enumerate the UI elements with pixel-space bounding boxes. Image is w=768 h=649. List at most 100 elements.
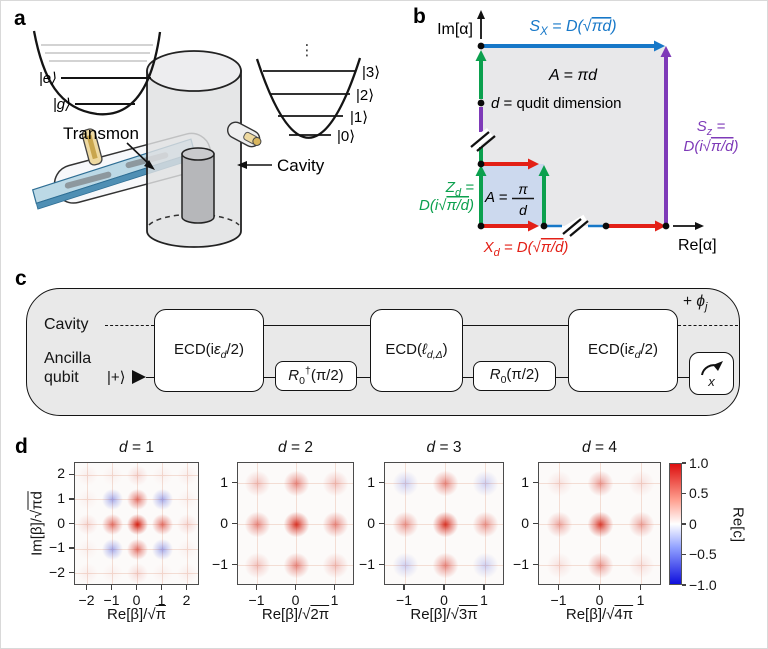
cavity-wire-label: Cavity <box>44 316 89 333</box>
cavity-wire-dashed-right <box>678 325 738 326</box>
x-tick <box>557 585 560 590</box>
gate-ecd-2-label: ECD(iεd/2) <box>588 340 658 361</box>
x-tick-label: −1 <box>396 592 412 608</box>
fock-ellipsis: ⋮ <box>300 42 315 59</box>
y-tick <box>533 481 538 484</box>
gate-ecd-2: ECD(iεd/2) <box>568 309 678 392</box>
y-tick-label: −1 <box>513 555 529 572</box>
qubit-wire <box>146 377 154 378</box>
x-tick <box>110 585 113 590</box>
y-tick-label: −1 <box>359 555 375 572</box>
plot-d4-axes <box>538 462 661 585</box>
char-func-blob <box>280 508 313 541</box>
x-tick <box>443 585 445 590</box>
char-func-blob <box>280 549 313 582</box>
colorbar-tick <box>682 523 686 525</box>
sz-arrowhead <box>660 46 672 57</box>
x-tick-label: 1 <box>330 592 339 608</box>
sz-label-line2: D(i√π/d) <box>684 138 739 155</box>
y-tick <box>232 563 237 566</box>
x-tick-label: −2 <box>78 592 95 608</box>
plot-d4-title: d = 4 <box>582 439 617 456</box>
char-func-blob <box>241 508 274 541</box>
x-tick-label: −1 <box>103 592 120 608</box>
plot-d3-axes <box>384 462 504 585</box>
x-tick-label: 1 <box>157 592 166 608</box>
y-tick <box>69 547 74 549</box>
char-func-blob <box>174 486 198 514</box>
colorbar-label: Re[c] <box>729 506 747 542</box>
char-func-blob <box>124 463 151 489</box>
char-func-blob <box>75 535 101 563</box>
char-func-blob <box>124 511 151 538</box>
zd-unit-arrowhead <box>538 165 550 176</box>
transmon-well-curve <box>32 30 162 116</box>
panel-letter-d: d <box>15 435 28 458</box>
svg-text:π: π <box>518 181 528 197</box>
ancilla-line1: Ancilla <box>44 350 92 367</box>
x-tick <box>639 585 642 590</box>
char-func-blob <box>149 486 176 514</box>
cavity-label: Cavity <box>277 156 325 175</box>
y-tick <box>379 481 384 484</box>
y-tick <box>533 563 538 566</box>
qubit-wire <box>678 377 689 378</box>
char-func-blob <box>428 508 462 541</box>
y-tick-label: −1 <box>212 555 228 572</box>
lattice-dots <box>477 42 670 230</box>
xd-arrowhead <box>528 220 539 232</box>
xd-unit-arrowhead <box>528 158 539 170</box>
cavity-post-top <box>181 147 215 161</box>
char-func-blob <box>543 467 576 500</box>
axis-break-slash <box>562 218 582 235</box>
svg-text:A =: A = <box>484 189 508 206</box>
gate-ecd-1-label: ECD(iεd/2) <box>174 340 244 361</box>
char-func-blob <box>319 549 352 582</box>
axis-break-slash <box>470 131 490 148</box>
char-func-blob <box>99 463 126 489</box>
fock-label-1: |1⟩ <box>350 109 368 126</box>
x-tick-label: 0 <box>595 592 604 608</box>
y-tick-label: 0 <box>57 514 65 531</box>
qubit-wire <box>357 377 370 378</box>
y-tick-label: −1 <box>49 539 65 556</box>
x-tick-label: 1 <box>636 592 645 608</box>
cavity-well-curve <box>255 57 362 139</box>
x-tick <box>135 585 138 590</box>
colorbar: 1.0 0.5 0 −0.5 −1.0 <box>669 455 739 593</box>
zd-label-line2: D(i√π/d) <box>419 197 474 214</box>
char-func-blob <box>543 549 576 582</box>
area-big-label: A = πd <box>548 67 598 84</box>
input-triangle <box>132 370 146 384</box>
x-tick <box>483 585 485 590</box>
plot-d2-axes <box>237 462 354 585</box>
colorbar-tick-label: 0.5 <box>689 485 709 501</box>
y-tick-label: 0 <box>521 514 529 531</box>
tube-pin <box>86 134 98 160</box>
char-func-blob <box>75 511 101 538</box>
y-tick <box>379 522 384 525</box>
plot-d2-xlabel: Re[β]/√2π <box>261 606 330 623</box>
measure-box: x <box>689 352 734 395</box>
x-tick <box>403 585 405 590</box>
char-func-blob <box>388 508 422 541</box>
char-func-blob <box>388 549 422 582</box>
gate-r0: R0(π/2) <box>473 361 556 391</box>
char-func-blob <box>388 467 422 500</box>
y-tick-label: 0 <box>367 514 375 531</box>
excited-state-label: |e⟩ <box>39 70 57 87</box>
char-func-blob <box>625 467 658 500</box>
y-tick <box>232 522 237 525</box>
panel-c-circuit: Cavity Ancilla qubit |+⟩ ECD(iεd/2) R0†(… <box>26 288 740 416</box>
x-tick-label: 2 <box>182 592 191 608</box>
plot-d1: d = 1 Re[β]/√π −2 −1 0 1 2 2 1 0 −1 −2 <box>49 439 199 623</box>
char-func-blob <box>543 508 576 541</box>
char-func-blob <box>584 467 617 500</box>
char-func-blob <box>468 467 502 500</box>
cavity-post <box>181 153 215 224</box>
char-func-blob <box>99 560 126 584</box>
plot-d2-title: d = 2 <box>278 439 313 456</box>
colorbar-gradient <box>669 463 682 585</box>
y-tick <box>69 473 74 476</box>
